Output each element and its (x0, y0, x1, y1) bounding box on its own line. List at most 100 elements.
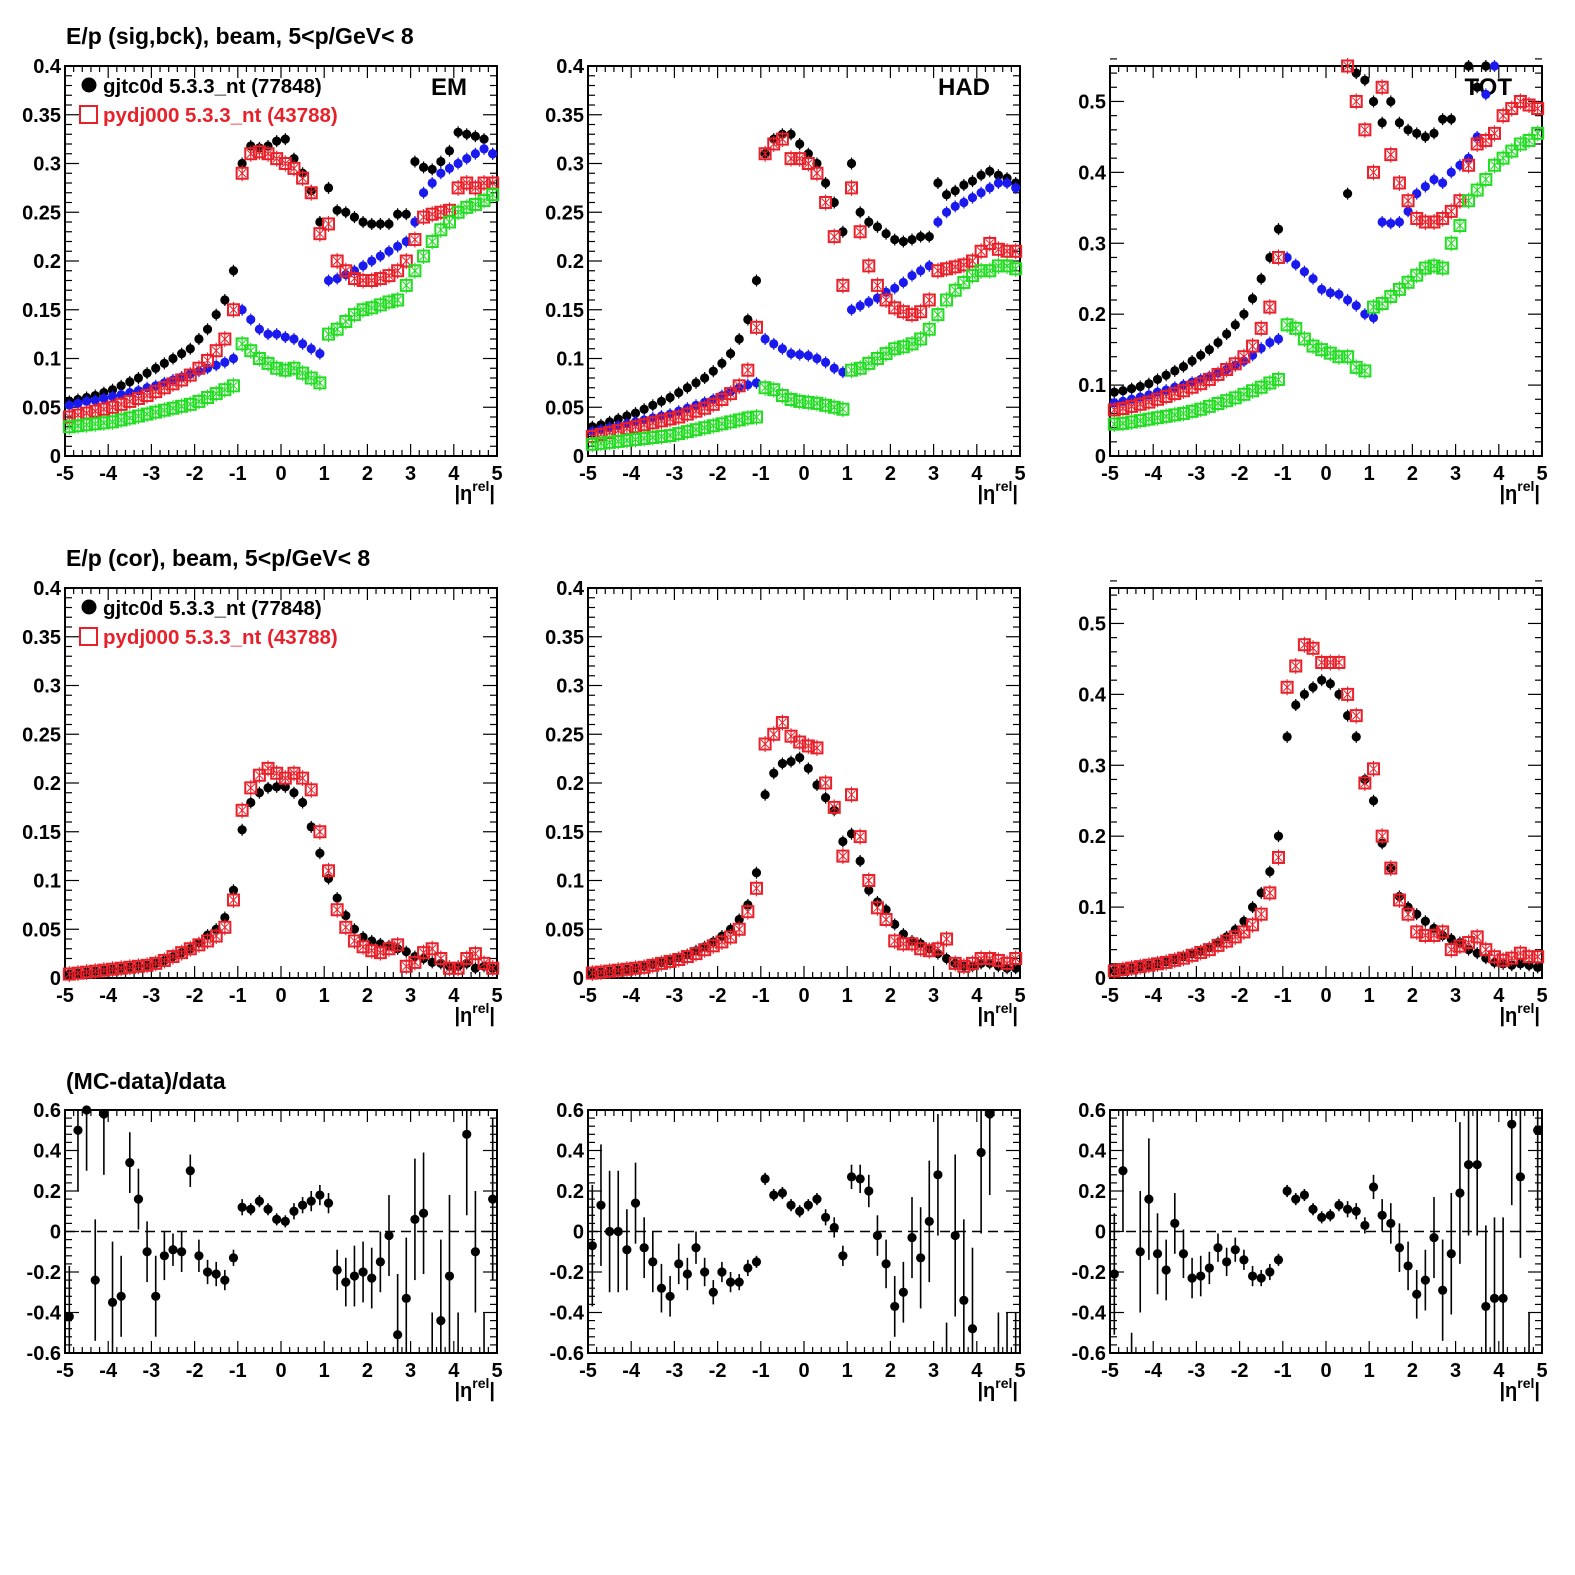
data-point (1343, 189, 1353, 199)
data-point (442, 215, 456, 229)
x-axis-label: |ηrel| (454, 1375, 495, 1402)
marker-cross (778, 391, 787, 400)
x-axis-label: |ηrel| (1499, 478, 1540, 505)
marker-cross (1395, 178, 1404, 188)
y-tick-label: 0.2 (556, 251, 584, 273)
data-point (853, 830, 867, 844)
marker-cross (315, 378, 325, 388)
chart-panel-1: -5 -4 -3 -2 -1 0 1 2 3 4 5 0 0.05 0.1 0.15 0.2 0.25 0.3 0.… (22, 56, 503, 505)
data-point (425, 235, 439, 248)
marker-cross (229, 305, 238, 315)
data-point (365, 944, 379, 958)
data-point (1368, 1182, 1379, 1192)
marker-cross (1291, 661, 1301, 671)
data-point (1481, 1301, 1491, 1312)
data-point (1263, 886, 1277, 900)
data-point (907, 234, 917, 245)
x-tick-label: 1 (842, 463, 853, 485)
data-point (881, 229, 891, 239)
data-point (864, 297, 874, 307)
data-point (1470, 183, 1484, 197)
data-point (1133, 414, 1147, 428)
data-point (967, 1324, 978, 1334)
data-point (177, 1247, 187, 1257)
data-point (1351, 1206, 1361, 1216)
data-point (367, 219, 377, 229)
data-point (940, 293, 954, 307)
marker-cross (769, 729, 779, 739)
data-point (470, 1247, 480, 1257)
data-point (1394, 118, 1405, 128)
data-point (246, 1204, 256, 1214)
data-point (462, 129, 472, 139)
marker-cross (1533, 104, 1543, 113)
marker-cross (847, 183, 856, 193)
marker-cross (907, 939, 917, 949)
data-point (1159, 409, 1173, 423)
chart-panel-7: -5 -4 -3 -2 -1 0 1 2 3 4 5 -0.6 -0.4 -0.2 0 0.2 0.4 0.6 |η… (27, 1100, 503, 1402)
data-point (123, 960, 137, 974)
data-point (166, 377, 180, 391)
x-tick-label: -5 (56, 985, 74, 1007)
data-point (1332, 350, 1346, 364)
data-point (64, 1311, 74, 1322)
data-point (933, 178, 943, 188)
marker-cross (453, 963, 463, 973)
data-point (151, 1291, 161, 1301)
data-point (864, 885, 874, 895)
series-3 (62, 143, 500, 425)
x-axis-label: |ηrel| (454, 1000, 495, 1027)
marker-cross (229, 895, 238, 905)
chart-panel-5: -5 -4 -3 -2 -1 0 1 2 3 4 5 0 0.05 0.1 0.15 0.2 0.25 0.3 0.… (545, 578, 1026, 1027)
data-point (827, 400, 841, 414)
data-point (1306, 641, 1320, 655)
marker-cross (1011, 264, 1021, 274)
data-point (209, 387, 223, 401)
data-point (1358, 123, 1372, 137)
x-tick-label: -2 (1231, 985, 1249, 1007)
data-point (1420, 132, 1430, 142)
data-point (418, 188, 429, 198)
marker-cross (1343, 61, 1352, 71)
data-point (330, 903, 344, 917)
series-2 (64, 142, 498, 412)
data-point (349, 212, 360, 222)
x-tick-label: 0 (1320, 463, 1331, 485)
data-point (1343, 295, 1353, 305)
marker-cross (229, 381, 238, 391)
data-point (603, 435, 617, 449)
data-point (1349, 709, 1363, 723)
data-point (1125, 399, 1139, 413)
data-point (1377, 118, 1387, 128)
data-point (732, 413, 746, 427)
data-point (777, 1188, 788, 1198)
data-point (339, 314, 353, 328)
data-point (375, 219, 385, 229)
x-tick-label: -1 (1274, 1360, 1292, 1382)
data-point (323, 275, 334, 286)
data-point (140, 407, 154, 421)
data-point (244, 344, 258, 358)
data-point (1187, 356, 1197, 366)
data-point (1152, 1249, 1163, 1259)
data-point (786, 1200, 796, 1210)
marker-cross (812, 168, 822, 178)
data-point (993, 178, 1004, 188)
data-point (201, 391, 215, 404)
y-tick-label: 0.3 (1078, 233, 1106, 255)
data-point (1375, 297, 1389, 311)
marker-cross (1351, 97, 1361, 106)
x-tick-label: 5 (1536, 463, 1547, 485)
x-tick-label: -5 (1101, 1360, 1119, 1382)
data-point (983, 952, 997, 965)
marker-cross (1377, 831, 1387, 841)
data-point (821, 178, 831, 188)
marker-cross (1403, 909, 1413, 919)
x-tick-label: 0 (798, 463, 809, 485)
data-point (107, 385, 118, 395)
marker-cross (298, 173, 307, 183)
data-point (391, 938, 405, 952)
data-point (717, 358, 727, 368)
data-point (630, 408, 641, 418)
data-point (1481, 89, 1491, 99)
